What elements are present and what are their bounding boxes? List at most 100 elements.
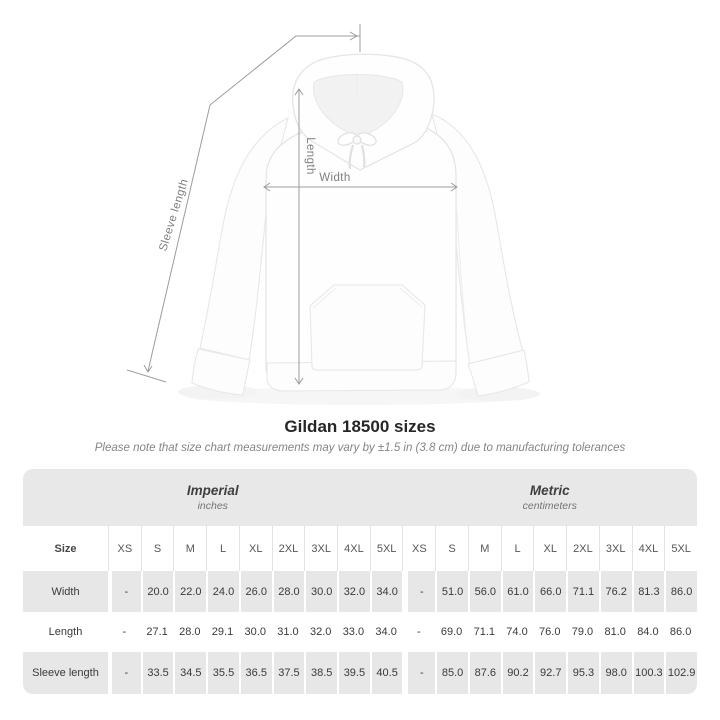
row-label: Sleeve length xyxy=(32,667,99,679)
table-cell: 51.0 xyxy=(435,571,468,612)
table-cell: 74.0 xyxy=(506,626,528,638)
imperial-label: Imperial xyxy=(186,483,239,498)
sleeve-end-crossbar xyxy=(126,369,167,383)
table-row-width: Width - 20.0 22.0 24.0 26.0 28.0 30.0 32… xyxy=(23,571,697,612)
width-label: Width xyxy=(319,172,350,184)
size-col-header: 4XL xyxy=(631,526,665,571)
size-col-header: 3XL xyxy=(598,526,632,571)
size-col-header: M xyxy=(467,526,501,571)
table-cell: 28.0 xyxy=(179,626,201,638)
table-cell: 79.0 xyxy=(571,626,594,638)
table-cell: 26.0 xyxy=(238,571,272,612)
table-cell: 30.0 xyxy=(304,571,337,612)
sleeve-arrowhead-right xyxy=(349,31,359,41)
table-cell: 22.0 xyxy=(173,571,206,612)
size-col-header: 2XL xyxy=(566,526,599,571)
unit-header-band: Imperial inches Metric centimeters xyxy=(23,469,697,526)
size-col-header: XS xyxy=(108,526,141,571)
table-cell: 32.0 xyxy=(337,571,370,612)
table-cell: 61.0 xyxy=(500,571,534,612)
size-col-header: 5XL xyxy=(369,526,403,571)
table-cell: 34.5 xyxy=(173,652,206,694)
size-col-header: 5XL xyxy=(664,526,697,571)
table-cell: 32.0 xyxy=(309,626,332,638)
table-cell: 86.0 xyxy=(669,626,692,638)
hoodie-shadow xyxy=(185,387,535,405)
table-cell: 40.5 xyxy=(369,652,403,694)
sleeve-length-label: Sleeve length xyxy=(157,178,190,253)
drawstring-left xyxy=(348,144,355,170)
table-row-sleeve-length: Sleeve length - 33.5 34.5 35.5 36.5 37.5… xyxy=(23,652,697,694)
table-cell: 36.5 xyxy=(238,652,272,694)
width-arrowhead-right xyxy=(450,182,458,192)
table-cell: 20.0 xyxy=(140,571,174,612)
pocket-left-opening xyxy=(312,287,337,309)
size-col-header: 3XL xyxy=(304,526,337,571)
table-cell: 71.1 xyxy=(566,571,599,612)
table-cell: 33.0 xyxy=(342,626,365,638)
sleeve-arrowhead-end xyxy=(143,364,153,373)
table-cell: - xyxy=(108,652,141,694)
table-cell: 100.3 xyxy=(631,652,665,694)
right-cuff xyxy=(467,349,530,397)
table-cell: - xyxy=(108,571,141,612)
pocket-right-opening xyxy=(399,287,423,308)
hoodie-illustration xyxy=(191,53,530,397)
table-cell: 87.6 xyxy=(467,652,501,694)
metric-sublabel: centimeters xyxy=(522,500,577,512)
imperial-header: Imperial inches xyxy=(23,469,403,526)
table-cell: 98.0 xyxy=(598,652,632,694)
imperial-sublabel: inches xyxy=(197,500,228,512)
table-cell: 28.0 xyxy=(271,571,305,612)
table-cell: 24.0 xyxy=(206,571,239,612)
metric-header: Metric centimeters xyxy=(403,469,698,526)
table-cell: 76.2 xyxy=(598,571,632,612)
table-cell: 35.5 xyxy=(206,652,239,694)
length-arrowhead-top xyxy=(294,88,304,96)
kangaroo-pocket xyxy=(309,284,426,371)
table-cell: 39.5 xyxy=(337,652,370,694)
table-cell: 76.0 xyxy=(539,626,561,638)
size-col-header: S xyxy=(435,526,468,571)
bow-knot xyxy=(352,135,362,145)
size-col-header: XS xyxy=(402,526,435,571)
metric-label: Metric xyxy=(529,483,570,498)
table-cell: 29.1 xyxy=(211,626,234,638)
table-cell: 90.2 xyxy=(500,652,534,694)
left-cuff xyxy=(191,348,251,396)
size-col-header: S xyxy=(140,526,174,571)
table-row-length: Length - 27.1 28.0 29.1 30.0 31.0 32.0 3… xyxy=(23,612,697,652)
right-sleeve-seam xyxy=(455,199,469,353)
bow-left-loop xyxy=(337,132,357,146)
length-label: Length xyxy=(304,137,316,175)
width-arrowhead-left xyxy=(263,182,271,192)
size-table: Imperial inches Metric centimeters Size … xyxy=(23,469,697,694)
table-cell: 81.0 xyxy=(604,626,626,638)
size-col-header: 2XL xyxy=(271,526,305,571)
size-header-label: Size xyxy=(54,542,77,555)
table-cell: 92.7 xyxy=(533,652,566,694)
table-cell: 95.3 xyxy=(566,652,599,694)
table-cell: 69.0 xyxy=(440,626,463,638)
sleeve-length-line xyxy=(147,35,360,372)
table-cell: 27.1 xyxy=(146,626,168,638)
table-cell: - xyxy=(402,571,435,612)
row-label: Width xyxy=(51,585,80,598)
drawstring-bow xyxy=(337,132,377,170)
hoodie-measurement-diagram: Sleeve length Length Width xyxy=(126,24,540,405)
size-col-header: XL xyxy=(238,526,272,571)
table-cell: 85.0 xyxy=(435,652,468,694)
table-cell: 34.0 xyxy=(375,626,397,638)
bow-right-loop xyxy=(357,132,377,146)
table-cell: - xyxy=(417,626,421,638)
table-cell: 34.0 xyxy=(369,571,403,612)
table-cell: 86.0 xyxy=(664,571,697,612)
size-col-header: XL xyxy=(533,526,566,571)
size-col-header: L xyxy=(206,526,239,571)
table-cell: - xyxy=(122,626,127,638)
table-cell: 38.5 xyxy=(304,652,337,694)
table-cell: 33.5 xyxy=(140,652,174,694)
table-cell: 102.9 xyxy=(664,652,697,694)
hood-opening xyxy=(313,74,404,140)
